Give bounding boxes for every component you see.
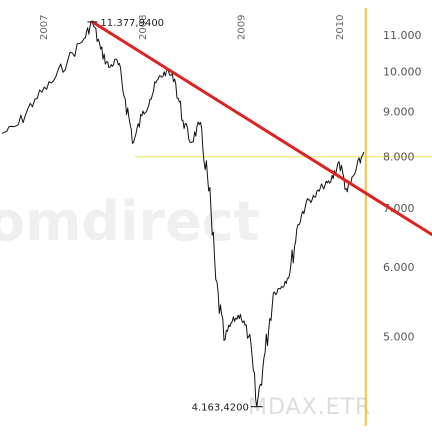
x-tick-label: 2010 (335, 15, 346, 40)
trend-line (90, 20, 432, 237)
annotations: 11.377,9400 4.163,4200 (87, 18, 263, 414)
y-axis: 11.000 10.000 9.000 8.000 7.000 6.000 5.000 (383, 29, 422, 344)
x-tick-label: 2007 (39, 15, 50, 40)
reference-lines (135, 8, 432, 426)
x-axis: 2007 2008 2009 2010 (39, 15, 346, 40)
y-tick-label: 9.000 (383, 106, 415, 119)
y-tick-label: 10.000 (383, 65, 422, 78)
watermark-brand: omdirect (0, 190, 260, 253)
y-tick-label: 11.000 (383, 29, 422, 42)
low-annotation-label: 4.163,4200 (192, 403, 249, 414)
y-tick-label: 7.000 (383, 202, 415, 215)
y-tick-label: 8.000 (383, 151, 415, 164)
y-tick-label: 6.000 (383, 261, 415, 274)
series-group (1, 20, 365, 408)
trendline-group (90, 20, 432, 237)
high-annotation-label: 11.377,9400 (100, 18, 164, 29)
y-tick-label: 5.000 (383, 331, 415, 344)
watermark: omdirect MDAX.ETR (0, 190, 371, 420)
x-tick-label: 2008 (138, 15, 149, 40)
x-tick-label: 2009 (236, 15, 247, 40)
series-line (1, 20, 365, 408)
watermark-symbol: MDAX.ETR (248, 395, 371, 420)
